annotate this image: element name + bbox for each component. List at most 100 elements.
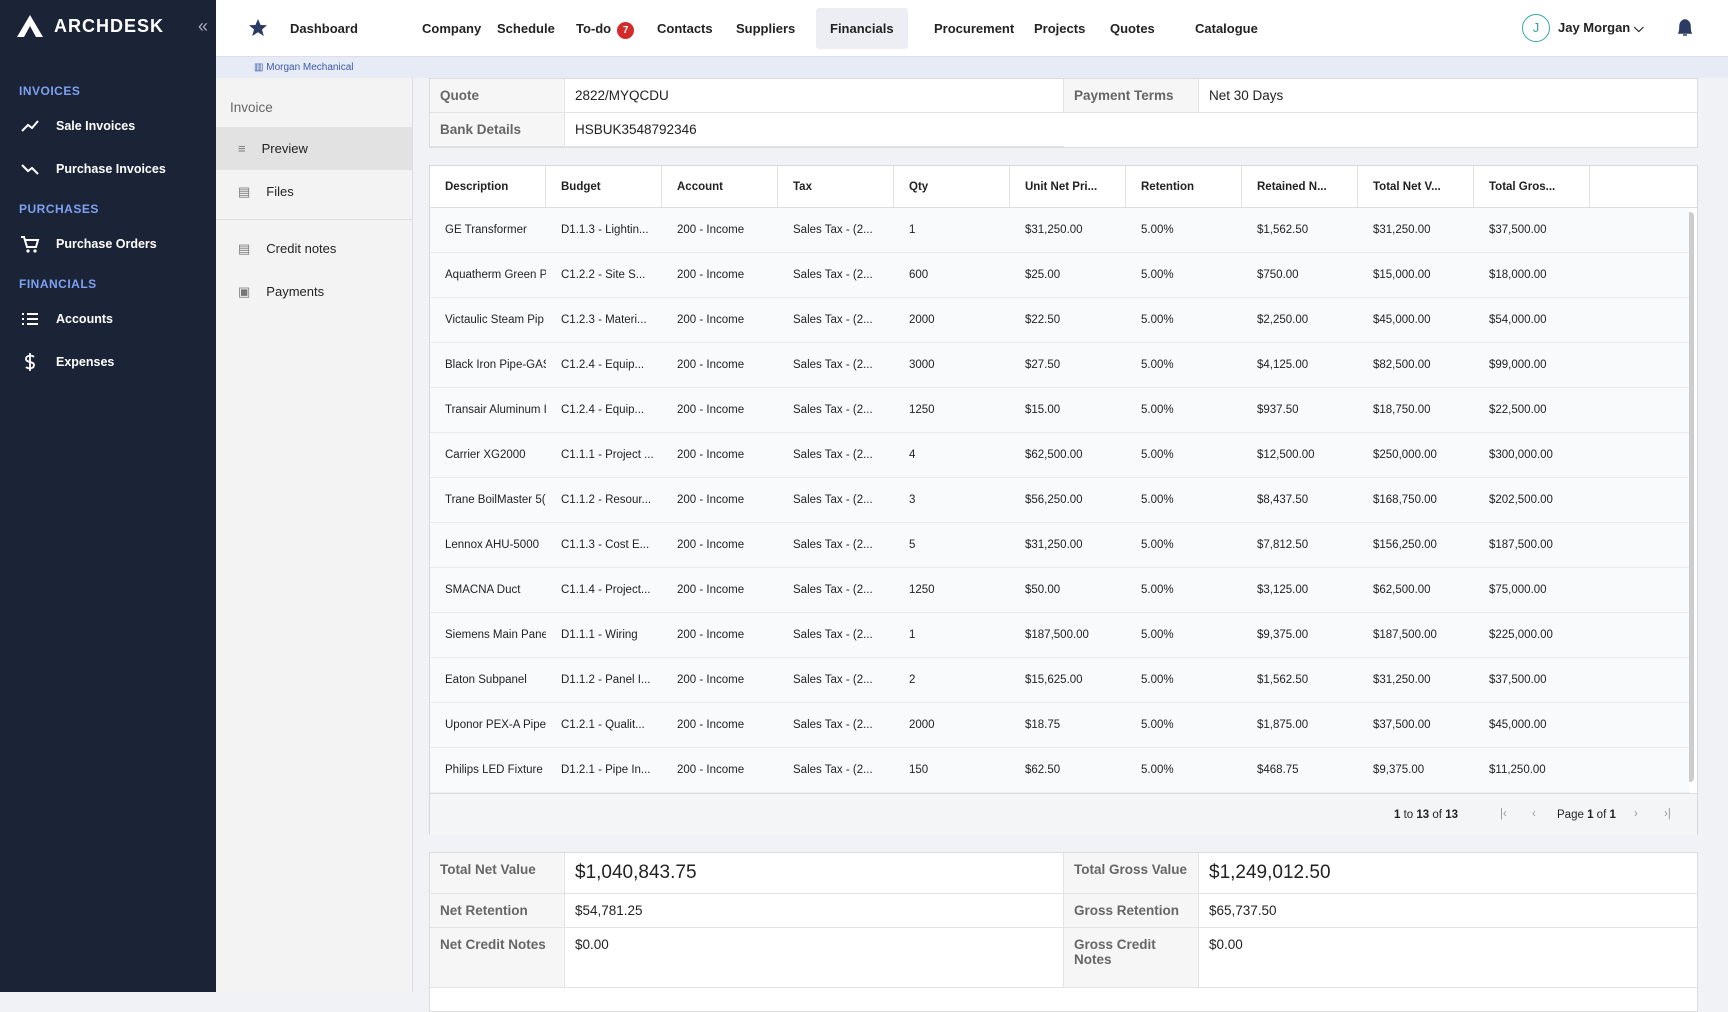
label: Financials (830, 21, 894, 36)
nav-item[interactable]: Company (408, 8, 495, 49)
sub-nav-item[interactable]: ▤ Credit notes (238, 240, 337, 257)
cell: $31,250.00 (1373, 674, 1431, 686)
cell: 5.00% (1141, 404, 1174, 416)
cell: $50.00 (1025, 584, 1061, 596)
column-header[interactable]: Total Gros... (1474, 166, 1590, 207)
cell: C1.2.4 - Equip... (561, 359, 645, 371)
favourite[interactable] (248, 18, 268, 38)
column-header[interactable]: Tax (778, 166, 894, 207)
column-header[interactable]: Qty (894, 166, 1010, 207)
scrollbar[interactable] (1686, 212, 1694, 782)
nav-item[interactable]: Dashboard (276, 8, 372, 49)
table-row[interactable]: Lennox AHU-5000 C1.1.3 - Cost E... 200 - I… (430, 523, 1689, 568)
prev-page[interactable]: ‹ (1532, 808, 1536, 820)
nav-item[interactable]: Suppliers (722, 8, 809, 49)
cell: C1.2.3 - Materi... (561, 314, 647, 326)
label: To-do (576, 21, 612, 36)
cell: 200 - Income (677, 584, 745, 596)
next-page[interactable]: › (1634, 808, 1638, 820)
table-row[interactable]: GE Transformer D1.1.3 - Lightin... 200 - I… (430, 208, 1689, 253)
cell: 200 - Income (677, 314, 745, 326)
cell: Sales Tax - (2... (793, 674, 873, 686)
nav-item[interactable]: Procurement (920, 8, 1028, 49)
menu-item[interactable]: Purchase Orders (0, 222, 216, 265)
column-header[interactable]: Description (430, 166, 546, 207)
label: Files (266, 184, 294, 199)
table-row[interactable]: Victaulic Steam Pip C1.2.3 - Materi... 200… (430, 298, 1689, 343)
notifications[interactable] (1676, 18, 1694, 38)
table-row[interactable]: Aquatherm Green P C1.2.2 - Site S... 200 -… (430, 253, 1689, 298)
cell: $156,250.00 (1373, 539, 1437, 551)
sub-nav-item[interactable]: ▣ Payments (238, 283, 325, 300)
cell: $11,250.00 (1489, 764, 1546, 776)
column-header[interactable]: Unit Net Pri... (1010, 166, 1126, 207)
cell: $45,000.00 (1489, 719, 1547, 731)
icon (21, 235, 40, 253)
company-name[interactable]: Morgan Mechanical (266, 62, 354, 73)
column-header[interactable]: Budget (546, 166, 662, 207)
table-row[interactable]: Siemens Main Pane D1.1.1 - Wiring 200 - In… (430, 613, 1689, 658)
section-title: PURCHASES (19, 202, 99, 216)
cell: D1.2.1 - Pipe In... (561, 764, 651, 776)
nav-item[interactable]: Projects (1020, 8, 1099, 49)
column-header[interactable]: Account (662, 166, 778, 207)
cell: 4 (909, 449, 916, 461)
nav-item[interactable]: To-do 7 (562, 8, 648, 49)
cell: Sales Tax - (2... (793, 629, 873, 641)
column-header[interactable]: Retention (1126, 166, 1242, 207)
table-row[interactable]: Uponor PEX-A Pipe C1.2.1 - Qualit... 200 -… (430, 703, 1689, 748)
value: HSBUK3548792346 (565, 113, 1064, 147)
cell: $8,437.50 (1257, 494, 1309, 506)
table-row[interactable]: Black Iron Pipe-GAS C1.2.4 - Equip... 200 … (430, 343, 1689, 388)
label: Gross Retention (1064, 894, 1199, 928)
text: of (1596, 809, 1607, 821)
label: Purchase Orders (56, 236, 157, 251)
table-row[interactable]: Trane BoilMaster 5(C1.1.2 - Resour... 200… (430, 478, 1689, 523)
cell: 150 (909, 764, 929, 776)
value: $0.00 (565, 928, 1064, 988)
menu-item[interactable]: Expenses (0, 340, 216, 383)
cell: Carrier XG2000 (445, 449, 526, 461)
value: $65,737.50 (1199, 894, 1697, 928)
label: Bank Details (430, 113, 565, 147)
nav-item[interactable]: Catalogue (1181, 8, 1272, 49)
label: Accounts (56, 311, 113, 326)
label: Quote (430, 79, 565, 113)
cell: 200 - Income (677, 224, 745, 236)
cell: C1.2.2 - Site S... (561, 269, 646, 281)
table-row[interactable]: Carrier XG2000 C1.1.1 - Project ... 200 - … (430, 433, 1689, 478)
badge: 7 (617, 22, 635, 39)
nav-item[interactable]: Financials (816, 8, 908, 49)
cell: Sales Tax - (2... (793, 764, 873, 776)
cell: 200 - Income (677, 764, 745, 776)
menu-item[interactable]: Sale Invoices (0, 104, 216, 147)
nav-item[interactable]: Quotes (1096, 8, 1169, 49)
table-row[interactable]: Eaton Subpanel D1.1.2 - Panel I... 200 - I… (430, 658, 1689, 703)
cell: $31,250.00 (1373, 224, 1431, 236)
first-page[interactable]: |‹ (1500, 808, 1507, 820)
cell: 5.00% (1141, 674, 1174, 686)
last-page[interactable]: ›| (1664, 808, 1671, 820)
label: Dashboard (290, 21, 358, 36)
nav-item[interactable]: Schedule (483, 8, 569, 49)
table-row[interactable]: SMACNA Duct C1.1.4 - Project... 200 - Inco… (430, 568, 1689, 613)
nav-item[interactable]: Contacts (643, 8, 727, 49)
sub-nav-item[interactable]: ▤ Files (238, 183, 294, 200)
cell: 5.00% (1141, 494, 1174, 506)
icon (21, 163, 39, 175)
cell: C1.1.2 - Resour... (561, 494, 652, 506)
user-menu[interactable]: Jay Morgan ⌵ (1558, 20, 1644, 35)
cell: $45,000.00 (1373, 314, 1431, 326)
value: $0.00 (1199, 928, 1697, 988)
cell: Sales Tax - (2... (793, 719, 873, 731)
table-row[interactable]: Philips LED Fixture D1.2.1 - Pipe In... 20… (430, 748, 1689, 793)
column-header[interactable]: Total Net V... (1358, 166, 1474, 207)
column-header[interactable]: Retained N... (1242, 166, 1358, 207)
cell: $187,500.00 (1025, 629, 1089, 641)
table-row[interactable]: Transair Aluminum I C1.2.4 - Equip... 200 … (430, 388, 1689, 433)
collapse[interactable]: « (198, 15, 210, 36)
menu-item[interactable]: Purchase Invoices (0, 147, 216, 190)
menu-item[interactable]: Accounts (0, 297, 216, 340)
sub-nav-item[interactable]: ≡ Preview (216, 127, 412, 170)
